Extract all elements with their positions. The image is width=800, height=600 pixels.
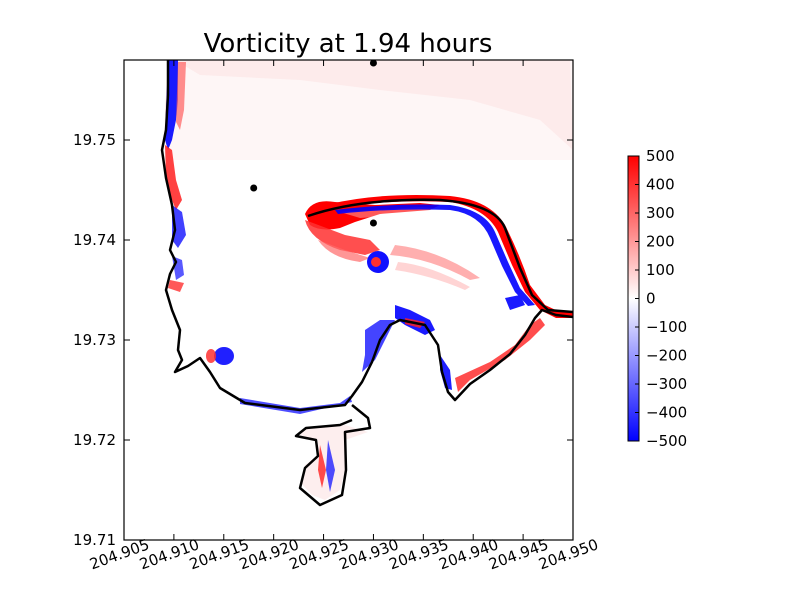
- colorbar: 500 400 300 200 100 0 −100 −200 −300 −400 −500: [627, 147, 687, 450]
- vorticity-field: [124, 60, 573, 160]
- y-tick-label: 19.72: [73, 431, 116, 449]
- colorbar-tick-label: 500: [646, 147, 675, 165]
- colorbar-ticks: 500 400 300 200 100 0 −100 −200 −300 −400 −500: [635, 147, 687, 450]
- colorbar-tick-label: −100: [646, 318, 687, 336]
- y-axis: 19.71 19.72 19.73 19.74 19.75: [73, 131, 573, 549]
- gauge-point: [250, 184, 258, 192]
- inlet-vorticity: [300, 425, 368, 500]
- shoreline-contour: [160, 60, 573, 507]
- colorbar-tick-label: −300: [646, 375, 687, 393]
- y-tick-label: 19.73: [73, 331, 116, 349]
- plot-area: [124, 60, 573, 540]
- y-tick-label: 19.74: [73, 231, 116, 249]
- y-tick-label: 19.75: [73, 131, 116, 149]
- colorbar-tick-label: −400: [646, 404, 687, 422]
- colorbar-tick-label: −500: [646, 432, 687, 450]
- colorbar-tick-label: 100: [646, 261, 675, 279]
- colorbar-tick-label: 400: [646, 176, 675, 194]
- colorbar-tick-label: 0: [646, 290, 656, 308]
- chart-title: Vorticity at 1.94 hours: [204, 29, 493, 59]
- plot-frame: [123, 59, 574, 541]
- colorbar-tick-label: 300: [646, 204, 675, 222]
- y-tick-label: 19.71: [73, 531, 116, 549]
- colorbar-tick-label: −200: [646, 347, 687, 365]
- central-eddy: [305, 201, 480, 290]
- colorbar-tick-label: 200: [646, 233, 675, 251]
- gauge-point: [369, 219, 377, 227]
